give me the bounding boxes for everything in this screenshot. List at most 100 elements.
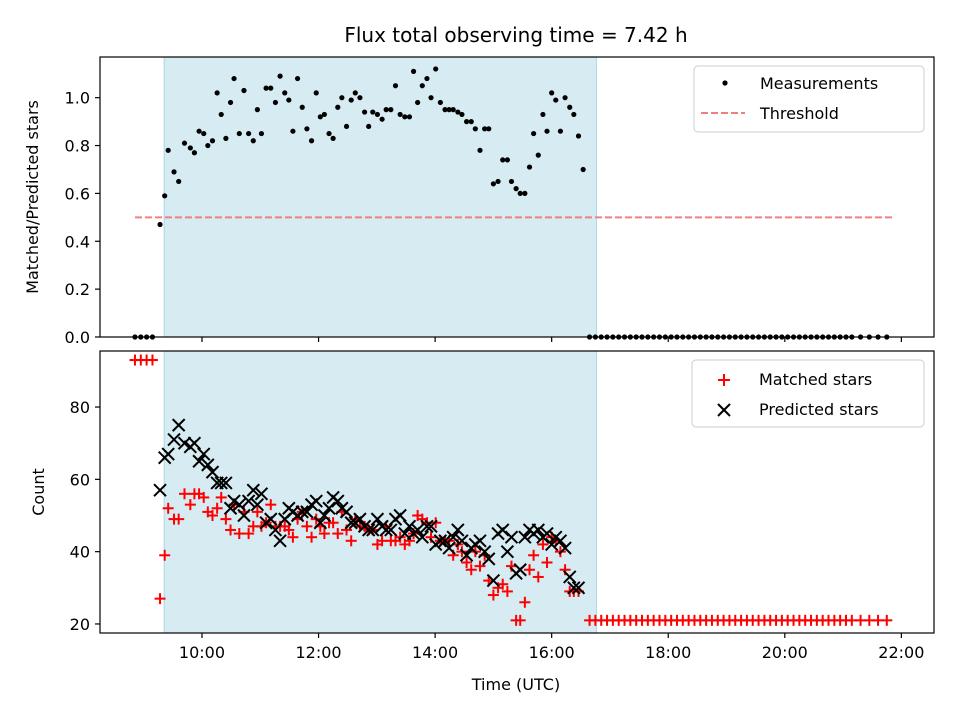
point-predicted-stars-63 [438, 534, 452, 548]
point-measurements-11 [191, 150, 198, 156]
point-predicted-stars-50 [379, 523, 393, 537]
point-predicted-stars-65 [446, 530, 460, 544]
point-measurements-7 [171, 169, 177, 175]
point-measurements-14 [205, 142, 211, 149]
point-predicted-stars-35 [313, 516, 328, 530]
point-predicted-stars-11 [205, 465, 220, 479]
legend-label-measurements: Measurements [760, 74, 878, 93]
point-measurements-31 [282, 90, 288, 96]
panel-1-points [129, 354, 893, 626]
point-matched-stars-9 [179, 488, 191, 500]
point-predicted-stars-73 [482, 552, 496, 566]
point-measurements-47 [352, 90, 358, 96]
point-measurements-24 [250, 138, 256, 144]
point-measurements-76 [482, 126, 488, 132]
point-predicted-stars-62 [433, 534, 448, 548]
point-predicted-stars-41 [339, 505, 354, 519]
point-predicted-stars-86 [540, 526, 554, 541]
y-tick-label: 60 [70, 470, 90, 489]
point-measurements-5 [162, 193, 168, 199]
point-matched-stars-16 [211, 502, 223, 514]
panel-1-y-ticks: 20 40 60 80 [70, 398, 100, 634]
point-matched-stars-21 [233, 528, 245, 540]
x-axis-label: Time (UTC) [471, 675, 560, 694]
point-measurements-53 [379, 116, 385, 122]
x-tick-label: 18:00 [645, 643, 691, 662]
point-measurements-37 [308, 138, 315, 144]
y-tick-label: 0.8 [65, 137, 90, 156]
point-matched-stars-87 [528, 549, 540, 561]
point-matched-stars-5 [159, 549, 171, 561]
point-predicted-stars-71 [473, 534, 487, 548]
point-measurements-84 [517, 190, 523, 197]
point-measurements-91 [549, 90, 555, 96]
point-measurements-54 [383, 107, 389, 113]
point-matched-stars-25 [251, 506, 263, 518]
point-measurements-60 [410, 68, 417, 74]
point-measurements-42 [330, 135, 336, 141]
point-matched-stars-8 [173, 513, 185, 525]
point-measurements-32 [286, 97, 292, 103]
point-matched-stars-78 [487, 589, 499, 601]
point-measurements-12 [196, 128, 202, 134]
point-measurements-38 [313, 90, 319, 96]
point-measurements-17 [218, 111, 224, 118]
x-tick-label: 12:00 [295, 643, 341, 662]
point-predicted-stars-93 [571, 581, 586, 595]
point-measurements-56 [392, 83, 399, 89]
point-predicted-stars-68 [459, 548, 474, 562]
point-matched-stars-73 [465, 564, 477, 576]
point-measurements-13 [201, 130, 207, 137]
point-matched-stars-33 [287, 531, 299, 543]
point-measurements-65 [433, 66, 439, 72]
point-predicted-stars-21 [250, 497, 265, 512]
point-predicted-stars-44 [353, 512, 367, 526]
point-measurements-95 [567, 104, 573, 110]
point-measurements-59 [406, 114, 413, 120]
legend-marker-matched-stars [718, 374, 730, 386]
point-predicted-stars-17 [232, 497, 246, 512]
point-measurements-80 [500, 157, 506, 163]
panel-0-y-axis-label: Matched/Predicted stars [23, 100, 42, 294]
point-measurements-35 [299, 104, 305, 110]
point-measurements-71 [459, 111, 465, 118]
point-matched-stars-75 [474, 560, 486, 572]
point-measurements-64 [428, 95, 434, 101]
point-measurements-25 [254, 107, 260, 113]
point-predicted-stars-89 [553, 534, 568, 548]
y-tick-label: 0.4 [65, 232, 90, 251]
point-predicted-stars-24 [264, 512, 278, 526]
point-predicted-stars-36 [317, 508, 332, 523]
point-predicted-stars-81 [518, 530, 532, 544]
legend-label-matched-stars: Matched stars [759, 370, 872, 389]
point-measurements-49 [361, 109, 368, 115]
point-predicted-stars-8 [192, 454, 206, 468]
point-measurements-81 [504, 157, 510, 163]
point-matched-stars-84 [514, 614, 526, 626]
point-measurements-66 [437, 99, 443, 106]
y-tick-label: 1.0 [65, 89, 90, 108]
point-predicted-stars-5 [177, 436, 192, 450]
point-measurements-90 [544, 128, 550, 134]
point-matched-stars-86 [524, 564, 536, 576]
point-measurements-61 [415, 99, 421, 106]
point-measurements-20 [231, 75, 237, 82]
point-measurements-88 [535, 152, 541, 158]
point-predicted-stars-18 [237, 508, 251, 523]
point-measurements-16 [214, 90, 220, 96]
panel-0-y-ticks: 0.0 0.2 0.4 0.6 0.8 1.0 [65, 89, 100, 347]
point-matched-stars-46 [345, 535, 357, 547]
point-predicted-stars-84 [531, 523, 545, 537]
point-measurements-52 [374, 111, 381, 118]
point-measurements-45 [343, 123, 350, 130]
point-predicted-stars-76 [496, 523, 510, 537]
legend-label-threshold: Threshold [759, 104, 839, 123]
point-predicted-stars-64 [442, 541, 456, 555]
point-measurements-57 [397, 111, 403, 118]
point-predicted-stars-31 [295, 505, 309, 519]
legend-item-predicted-stars: Predicted stars [717, 400, 879, 419]
panel-0-x-ticks [201, 337, 902, 342]
panel-matched-predicted-ratio: 0.0 0.2 0.4 0.6 0.8 1.0 Matched/Predicted sta… [23, 56, 935, 347]
point-measurements-83 [513, 186, 519, 192]
